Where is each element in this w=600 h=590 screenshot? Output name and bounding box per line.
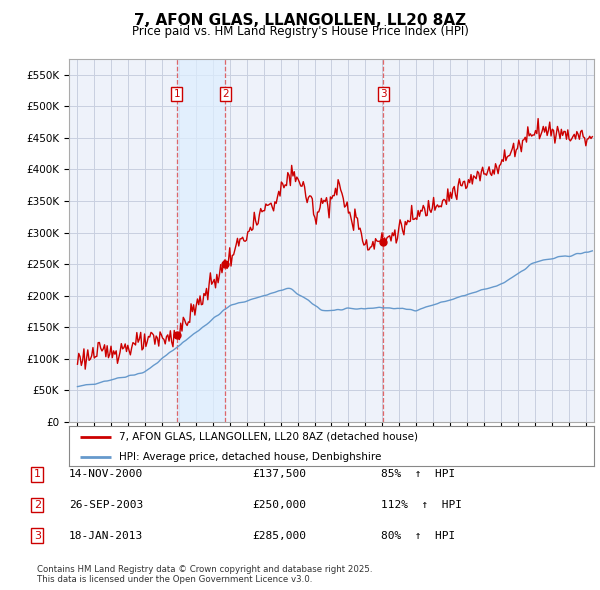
Text: 3: 3 [34,531,41,540]
Text: 80%  ↑  HPI: 80% ↑ HPI [381,531,455,540]
Text: 1: 1 [173,88,180,99]
Text: 112%  ↑  HPI: 112% ↑ HPI [381,500,462,510]
Text: Contains HM Land Registry data © Crown copyright and database right 2025.
This d: Contains HM Land Registry data © Crown c… [37,565,373,584]
Text: 26-SEP-2003: 26-SEP-2003 [69,500,143,510]
Text: £137,500: £137,500 [252,470,306,479]
Text: HPI: Average price, detached house, Denbighshire: HPI: Average price, detached house, Denb… [119,453,381,463]
Text: 18-JAN-2013: 18-JAN-2013 [69,531,143,540]
Text: 7, AFON GLAS, LLANGOLLEN, LL20 8AZ (detached house): 7, AFON GLAS, LLANGOLLEN, LL20 8AZ (deta… [119,432,418,442]
Bar [177,59,226,422]
Text: 2: 2 [34,500,41,510]
Text: £285,000: £285,000 [252,531,306,540]
Text: 85%  ↑  HPI: 85% ↑ HPI [381,470,455,479]
Text: 14-NOV-2000: 14-NOV-2000 [69,470,143,479]
Text: Price paid vs. HM Land Registry's House Price Index (HPI): Price paid vs. HM Land Registry's House … [131,25,469,38]
Text: 1: 1 [34,470,41,479]
Text: 3: 3 [380,88,386,99]
Text: £250,000: £250,000 [252,500,306,510]
Text: 7, AFON GLAS, LLANGOLLEN, LL20 8AZ: 7, AFON GLAS, LLANGOLLEN, LL20 8AZ [134,13,466,28]
Text: 2: 2 [222,88,229,99]
